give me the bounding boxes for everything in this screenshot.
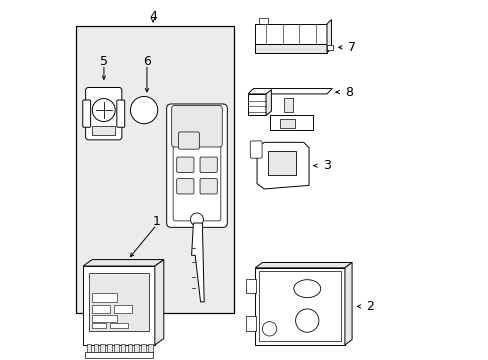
- Bar: [134, 344, 139, 354]
- Polygon shape: [255, 262, 351, 268]
- Bar: [85, 352, 153, 357]
- Bar: [92, 315, 117, 321]
- Bar: [114, 344, 119, 354]
- Bar: [113, 305, 131, 313]
- Bar: [93, 344, 98, 354]
- Bar: [255, 268, 344, 345]
- Polygon shape: [191, 223, 203, 302]
- FancyBboxPatch shape: [85, 87, 122, 140]
- Bar: [141, 344, 145, 354]
- Bar: [326, 45, 333, 50]
- Text: 8: 8: [344, 86, 352, 99]
- Circle shape: [190, 213, 203, 226]
- Bar: [121, 344, 125, 354]
- FancyBboxPatch shape: [250, 141, 262, 158]
- Text: 2: 2: [366, 300, 373, 313]
- Polygon shape: [247, 94, 265, 116]
- Bar: [88, 273, 149, 330]
- Bar: [246, 279, 256, 293]
- Bar: [92, 305, 110, 313]
- Circle shape: [92, 99, 115, 122]
- Circle shape: [262, 321, 276, 336]
- FancyBboxPatch shape: [171, 105, 222, 147]
- Bar: [280, 119, 294, 128]
- FancyBboxPatch shape: [82, 100, 90, 127]
- FancyBboxPatch shape: [178, 132, 199, 149]
- Polygon shape: [155, 260, 163, 345]
- Bar: [284, 98, 292, 112]
- FancyBboxPatch shape: [176, 179, 194, 194]
- Polygon shape: [255, 44, 326, 53]
- Bar: [92, 323, 106, 328]
- Polygon shape: [344, 262, 351, 345]
- Bar: [110, 323, 128, 328]
- Polygon shape: [265, 90, 271, 116]
- FancyBboxPatch shape: [176, 157, 194, 172]
- FancyBboxPatch shape: [200, 157, 217, 172]
- Text: 5: 5: [100, 55, 108, 68]
- Polygon shape: [247, 89, 332, 94]
- Text: 3: 3: [322, 159, 330, 172]
- Ellipse shape: [295, 309, 318, 332]
- FancyBboxPatch shape: [166, 104, 227, 227]
- Bar: [267, 151, 296, 175]
- Bar: [76, 26, 233, 313]
- Text: 7: 7: [348, 41, 356, 54]
- Bar: [86, 344, 91, 354]
- Circle shape: [130, 96, 158, 124]
- Bar: [92, 126, 115, 135]
- Bar: [148, 344, 152, 354]
- Polygon shape: [269, 116, 312, 130]
- Bar: [127, 344, 132, 354]
- Bar: [83, 266, 155, 345]
- FancyBboxPatch shape: [117, 100, 124, 127]
- Bar: [258, 271, 341, 341]
- Polygon shape: [326, 19, 331, 53]
- Polygon shape: [255, 24, 326, 44]
- Text: 4: 4: [149, 10, 157, 23]
- Text: 6: 6: [142, 55, 151, 68]
- Polygon shape: [257, 142, 308, 189]
- Bar: [107, 344, 112, 354]
- FancyBboxPatch shape: [200, 179, 217, 194]
- Ellipse shape: [293, 280, 320, 298]
- Bar: [100, 344, 105, 354]
- Text: 1: 1: [152, 215, 160, 228]
- Polygon shape: [83, 260, 163, 266]
- Bar: [258, 18, 267, 24]
- Bar: [246, 316, 256, 330]
- Bar: [92, 293, 117, 302]
